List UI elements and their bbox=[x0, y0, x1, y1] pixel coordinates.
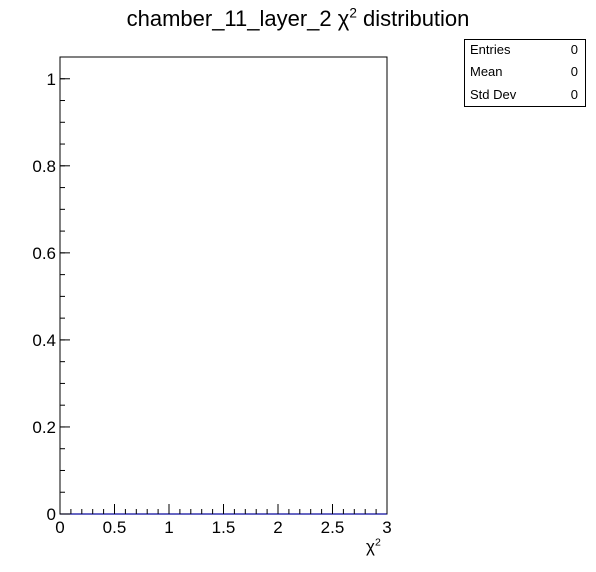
chart-title: chamber_11_layer_2 χ2 distribution bbox=[0, 6, 596, 32]
stats-std-dev-label: Std Dev bbox=[470, 87, 517, 102]
x-tick-label: 0 bbox=[55, 518, 64, 537]
chart-title-superscript: 2 bbox=[349, 5, 357, 21]
chart-title-main: chamber_11_layer_2 χ bbox=[126, 6, 350, 31]
y-tick-label: 0.6 bbox=[32, 244, 56, 263]
x-axis-label-main: χ bbox=[366, 537, 375, 556]
y-tick-label: 0.8 bbox=[32, 157, 56, 176]
x-tick-label: 2.5 bbox=[321, 518, 345, 537]
stats-mean-value: 0 bbox=[570, 64, 578, 79]
y-tick-label: 0 bbox=[47, 505, 56, 524]
stats-row-entries: Entries 0 bbox=[470, 40, 578, 60]
stats-entries-label: Entries bbox=[470, 42, 511, 57]
x-tick-label: 3 bbox=[382, 518, 391, 537]
stats-mean-label: Mean bbox=[470, 64, 503, 79]
x-tick-label: 2 bbox=[273, 518, 282, 537]
stats-std-dev-value: 0 bbox=[570, 87, 578, 102]
plot-frame bbox=[59, 56, 388, 515]
stats-box: Entries 0 Mean 0 Std Dev 0 bbox=[464, 39, 586, 107]
y-tick-label: 1 bbox=[47, 70, 56, 89]
x-tick-label: 0.5 bbox=[103, 518, 127, 537]
y-tick-label: 0.2 bbox=[32, 418, 56, 437]
chart-title-tail: distribution bbox=[356, 6, 470, 31]
x-tick-label: 1 bbox=[164, 518, 173, 537]
stats-row-std-dev: Std Dev 0 bbox=[470, 85, 578, 105]
x-tick-label: 1.5 bbox=[212, 518, 236, 537]
stats-entries-value: 0 bbox=[570, 42, 578, 57]
y-tick-label: 0.4 bbox=[32, 331, 56, 350]
x-axis-label-superscript: 2 bbox=[374, 536, 381, 549]
x-axis-label: χ2 bbox=[366, 537, 381, 557]
stats-row-mean: Mean 0 bbox=[470, 62, 578, 82]
